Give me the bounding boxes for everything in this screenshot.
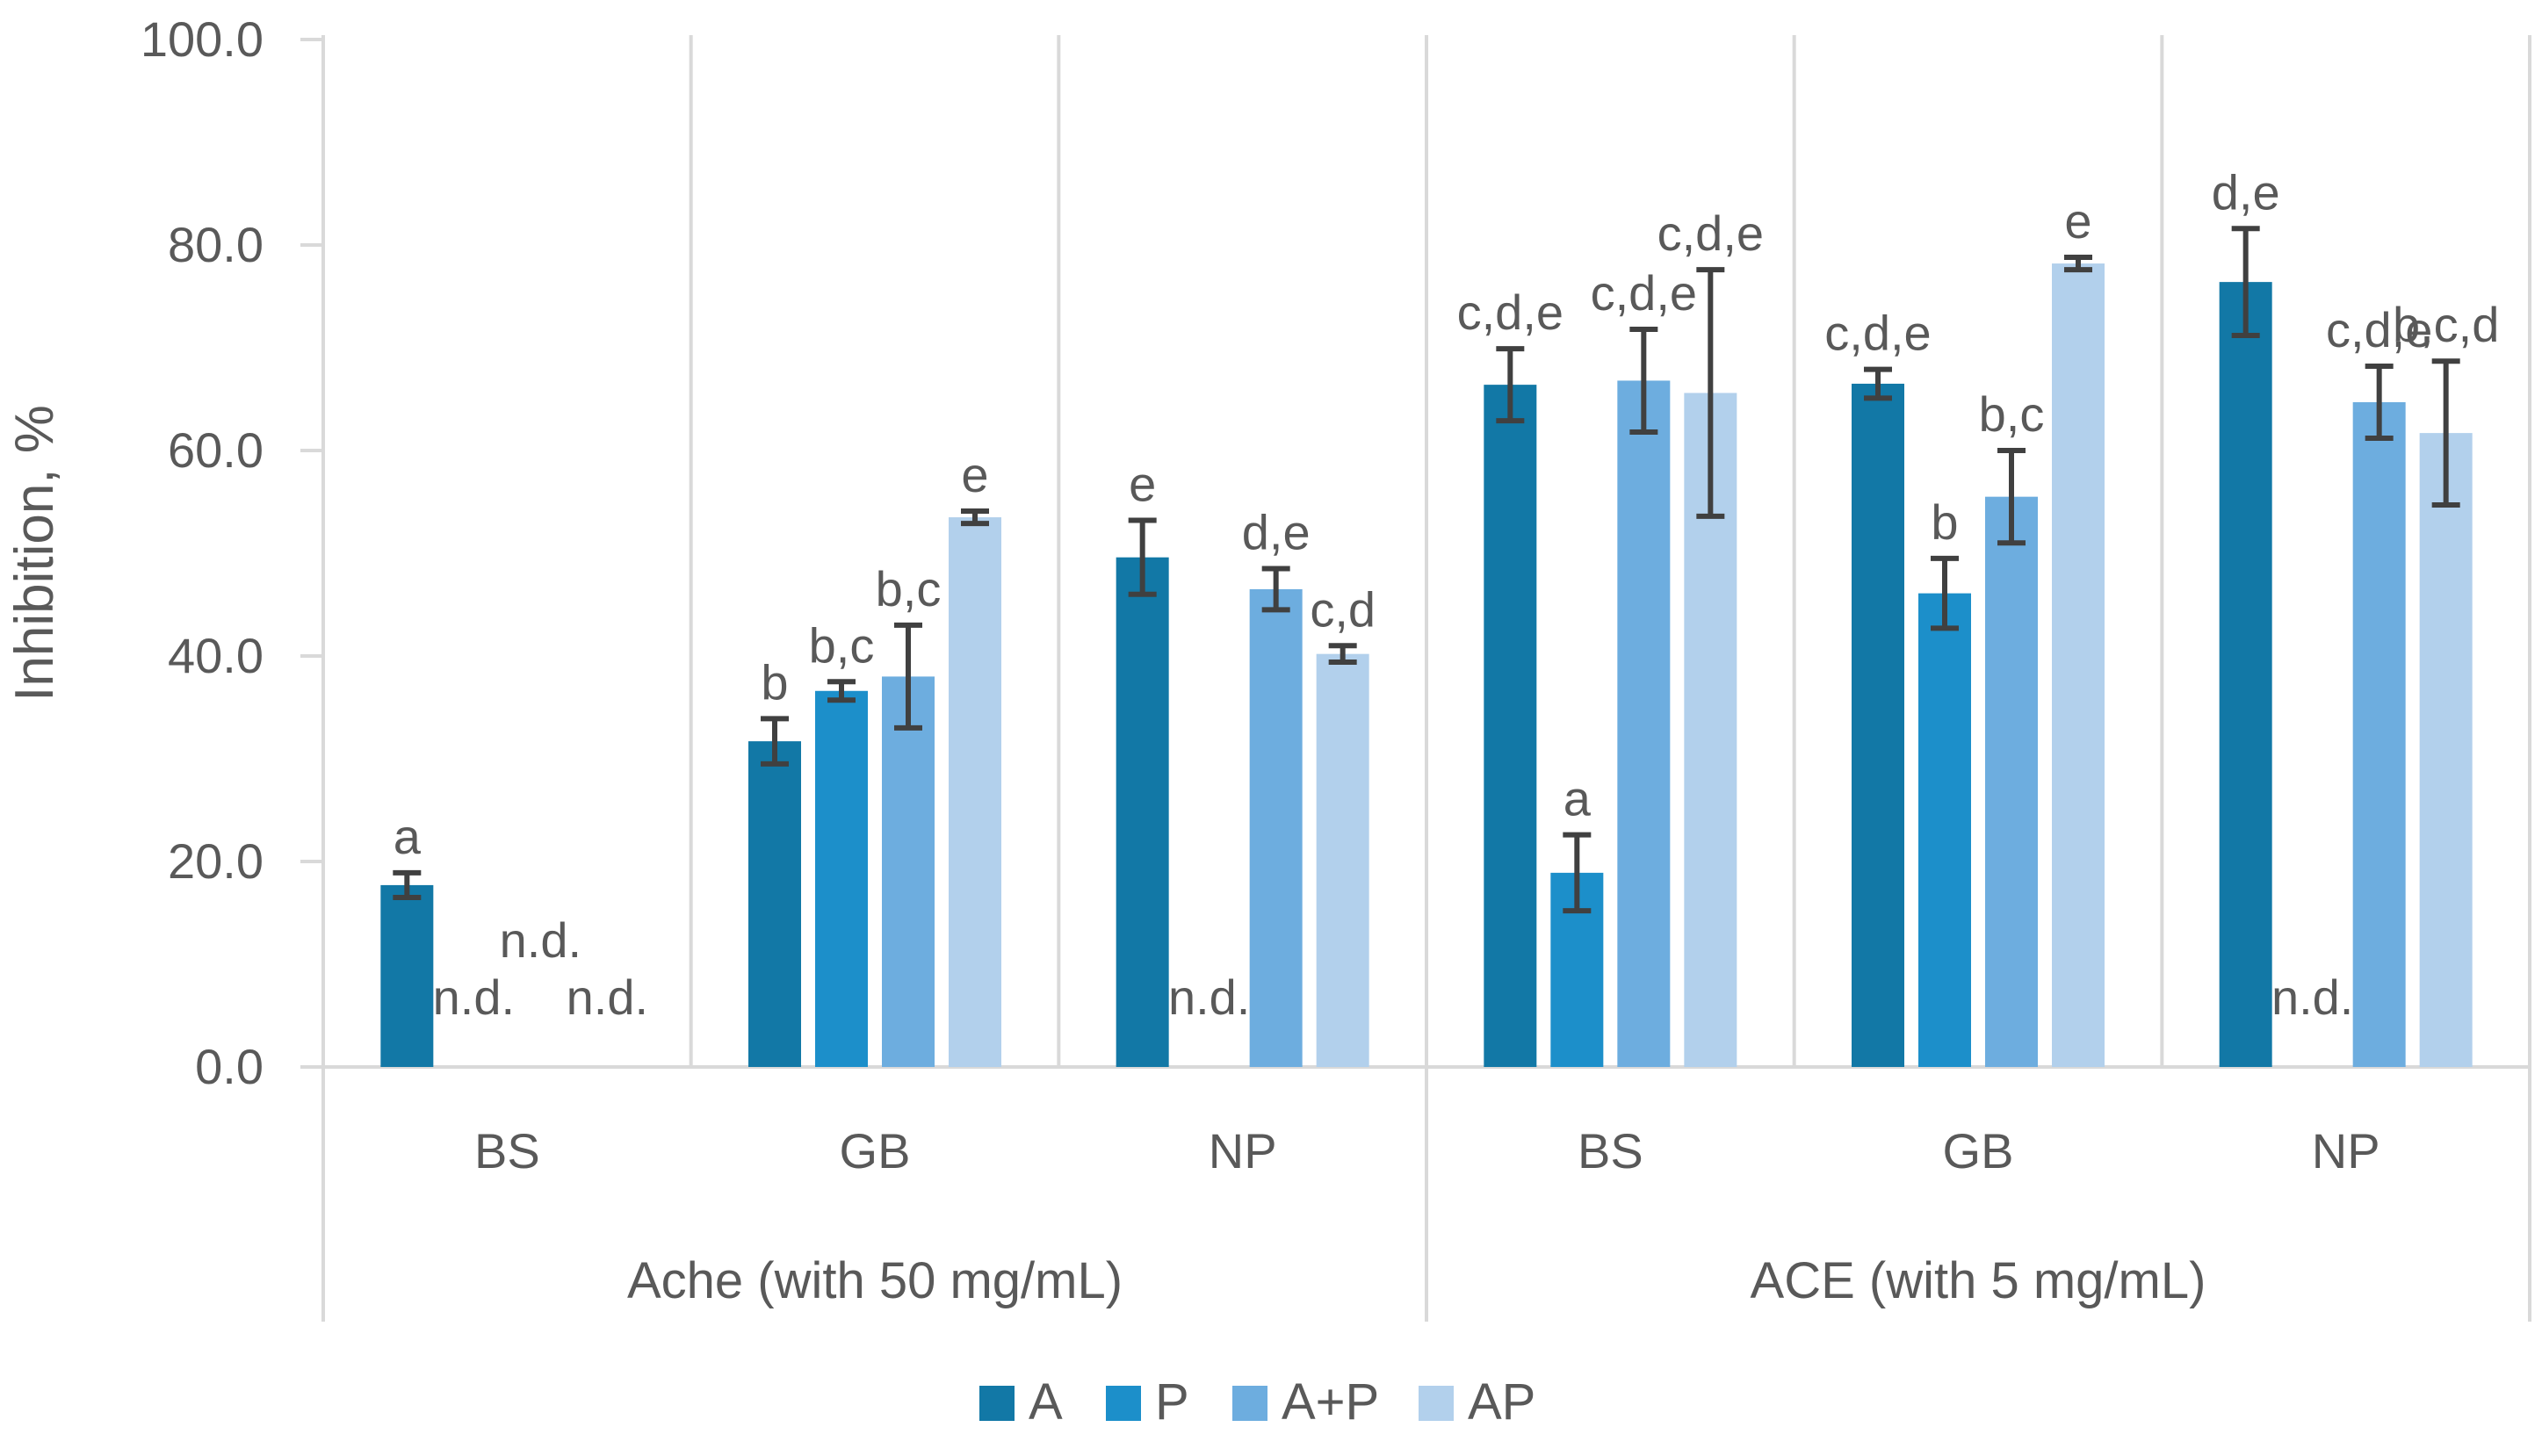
category-label: GB <box>840 1123 911 1178</box>
bar-p <box>1918 593 1971 1067</box>
significance-label: c,d,e <box>1657 205 1764 261</box>
bar-p <box>815 690 868 1067</box>
y-tick-label: 80.0 <box>168 217 264 272</box>
significance-label: e <box>1129 457 1156 512</box>
bar-a <box>1116 557 1169 1067</box>
significance-label: a <box>394 809 422 864</box>
nd-label: n.d. <box>500 912 581 968</box>
bar-aplusp <box>1617 380 1671 1067</box>
bar-aplusp <box>1985 496 2038 1067</box>
nd-label: n.d. <box>2271 969 2353 1025</box>
significance-label: c,d,e <box>1457 285 1563 340</box>
significance-label: e <box>2064 193 2091 249</box>
x-axis-categories: BS GB NP Ache (with 50 mg/mL) BS GB NP ACE (wit… <box>474 1123 2380 1309</box>
bar-ap <box>2419 433 2473 1067</box>
category-label: BS <box>474 1123 540 1178</box>
group-label: Ache (with 50 mg/mL) <box>627 1252 1123 1309</box>
category-label: NP <box>2312 1123 2380 1178</box>
legend-label: A <box>1029 1373 1063 1431</box>
legend-label: A+P <box>1282 1373 1379 1431</box>
legend-swatch <box>1232 1386 1267 1421</box>
significance-label: c,d <box>1310 581 1376 637</box>
bar-aplusp <box>882 676 935 1067</box>
bars <box>380 263 2473 1068</box>
significance-label: b <box>761 654 788 710</box>
significance-label: c,d,e <box>1591 265 1697 321</box>
legend-swatch <box>979 1386 1015 1421</box>
legend-swatch <box>1106 1386 1141 1421</box>
significance-label: b,c,d <box>2393 297 2499 352</box>
y-tick-label: 100.0 <box>141 11 264 67</box>
error-bars <box>393 226 2460 914</box>
y-tick-label: 20.0 <box>168 833 264 889</box>
y-tick-label: 40.0 <box>168 628 264 683</box>
y-axis-ticks: 0.0 20.0 40.0 60.0 80.0 100.0 <box>141 11 323 1094</box>
nd-label: n.d. <box>433 969 515 1025</box>
significance-label: b,c <box>809 617 875 673</box>
significance-label: b,c <box>1979 386 2045 442</box>
significance-labels: an.d.n.d.n.d.bb,cb,ce en.d.d,ec,dc,d,eac,… <box>394 164 2500 1025</box>
nd-label: n.d. <box>1168 969 1250 1025</box>
nd-label: n.d. <box>567 969 648 1025</box>
bar-aplusp <box>1249 588 1303 1067</box>
legend: A P A+P AP <box>979 1373 1535 1431</box>
bar-a <box>1484 385 1537 1067</box>
bar-a <box>2219 282 2272 1067</box>
bar-a <box>1852 383 1904 1067</box>
significance-label: d,e <box>1242 505 1311 560</box>
significance-label: c,d,e <box>1824 306 1931 361</box>
significance-label: d,e <box>2212 164 2280 220</box>
y-tick-label: 60.0 <box>168 422 264 478</box>
significance-label: c,d,e <box>2326 302 2432 357</box>
significance-label: e <box>961 447 988 502</box>
significance-label: b,c <box>876 561 942 616</box>
y-axis-title: Inhibition, % <box>4 405 65 702</box>
legend-label: P <box>1155 1373 1189 1431</box>
category-label: BS <box>1578 1123 1643 1178</box>
significance-label: a <box>1563 771 1592 826</box>
bar-a <box>748 741 801 1067</box>
bar-ap <box>2052 263 2105 1067</box>
legend-swatch <box>1419 1386 1454 1421</box>
y-tick-label: 0.0 <box>195 1039 264 1094</box>
legend-label: AP <box>1468 1373 1535 1431</box>
bar-ap <box>949 517 1001 1067</box>
bar-a <box>380 884 434 1067</box>
bar-aplusp <box>2352 402 2406 1067</box>
group-label: ACE (with 5 mg/mL) <box>1751 1252 2206 1309</box>
bar-ap <box>1316 653 1369 1067</box>
category-label: NP <box>1209 1123 1277 1178</box>
category-label: GB <box>1943 1123 2014 1178</box>
axes-lines <box>321 35 2531 1322</box>
significance-label: b <box>1931 494 1958 550</box>
